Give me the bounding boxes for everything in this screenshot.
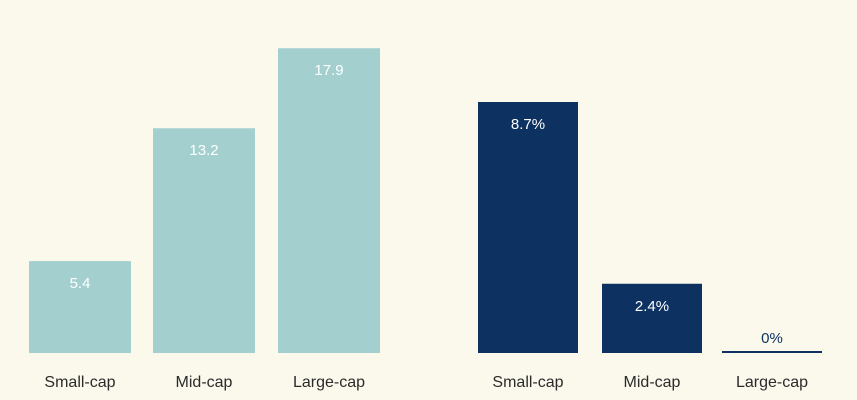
bar-small-cap [478, 102, 578, 353]
bar-small-cap [29, 261, 131, 353]
bar-mid-cap [153, 128, 255, 353]
data-label: 2.4% [635, 298, 669, 315]
chart-1: 5.4 Small-cap 13.2 Mid-cap 17.9 Large-cap [29, 48, 380, 391]
x-tick-label: Mid-cap [176, 374, 233, 391]
bar-large-cap [722, 351, 822, 353]
data-label: 13.2 [189, 142, 218, 159]
x-tick-label: Small-cap [44, 374, 115, 391]
data-label: 0% [761, 330, 783, 347]
data-label: 5.4 [70, 275, 91, 292]
x-tick-label: Small-cap [492, 374, 563, 391]
bar-mid-cap [602, 283, 702, 353]
chart-2: 8.7% Small-cap 2.4% Mid-cap 0% Large-cap [478, 102, 822, 391]
data-label: 8.7% [511, 116, 545, 133]
x-tick-label: Mid-cap [624, 374, 681, 391]
x-tick-label: Large-cap [293, 374, 365, 391]
x-tick-label: Large-cap [736, 374, 808, 391]
data-label: 17.9 [314, 62, 343, 79]
bar-large-cap [278, 48, 380, 353]
